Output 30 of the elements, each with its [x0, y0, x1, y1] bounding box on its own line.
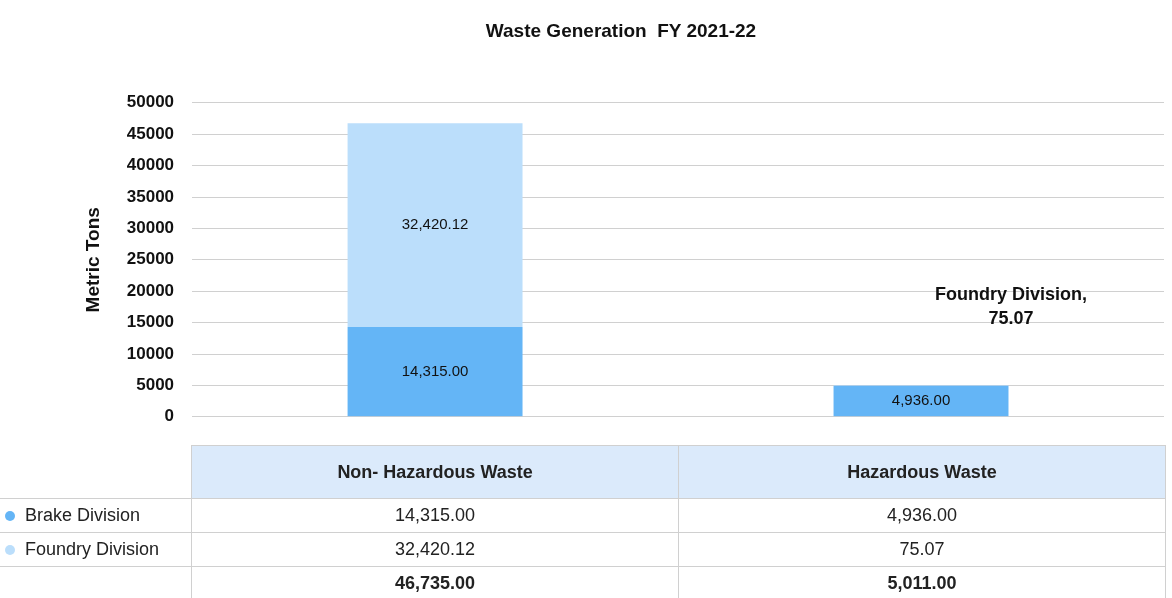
- x-tick-label: Hazardous Waste: [678, 445, 1166, 499]
- y-tick-label: 20000: [126, 280, 175, 300]
- y-tick-label: 45000: [126, 123, 175, 143]
- y-tick-label: 35000: [126, 186, 175, 206]
- text: 32,420.12: [401, 215, 469, 233]
- y-axis-title: Metric Tons: [81, 207, 103, 313]
- y-tick-label: 30000: [126, 218, 175, 238]
- bar: [833, 385, 1009, 417]
- bar: [347, 123, 523, 327]
- data-label: 4,936.00: [678, 498, 1166, 533]
- data-label: 32,420.12: [191, 532, 679, 567]
- y-tick-label: 5000: [136, 375, 175, 395]
- legend-label: Foundry Division: [0, 532, 192, 567]
- annotation: Foundry Division, 75.07: [935, 283, 1088, 328]
- legend-label: Brake Division: [0, 498, 192, 533]
- chart-title: Waste Generation FY 2021-22: [485, 19, 757, 41]
- y-tick-label: 40000: [126, 155, 175, 175]
- text: 4,936.00: [891, 391, 951, 409]
- y-tick-label: 0: [164, 406, 175, 426]
- y-tick-label: 10000: [126, 343, 175, 363]
- x-tick-label: Non- Hazardous Waste: [191, 445, 679, 499]
- y-tick-label: 15000: [126, 312, 175, 332]
- bar: [347, 326, 523, 417]
- text: 46,735.00: [191, 566, 679, 598]
- y-tick-label: 25000: [126, 249, 175, 269]
- data-label: 75.07: [678, 532, 1166, 567]
- text: 14,315.00: [401, 361, 469, 379]
- data-label: 14,315.00: [191, 498, 679, 533]
- text: 5,011.00: [678, 566, 1166, 598]
- y-tick-label: 50000: [126, 92, 175, 112]
